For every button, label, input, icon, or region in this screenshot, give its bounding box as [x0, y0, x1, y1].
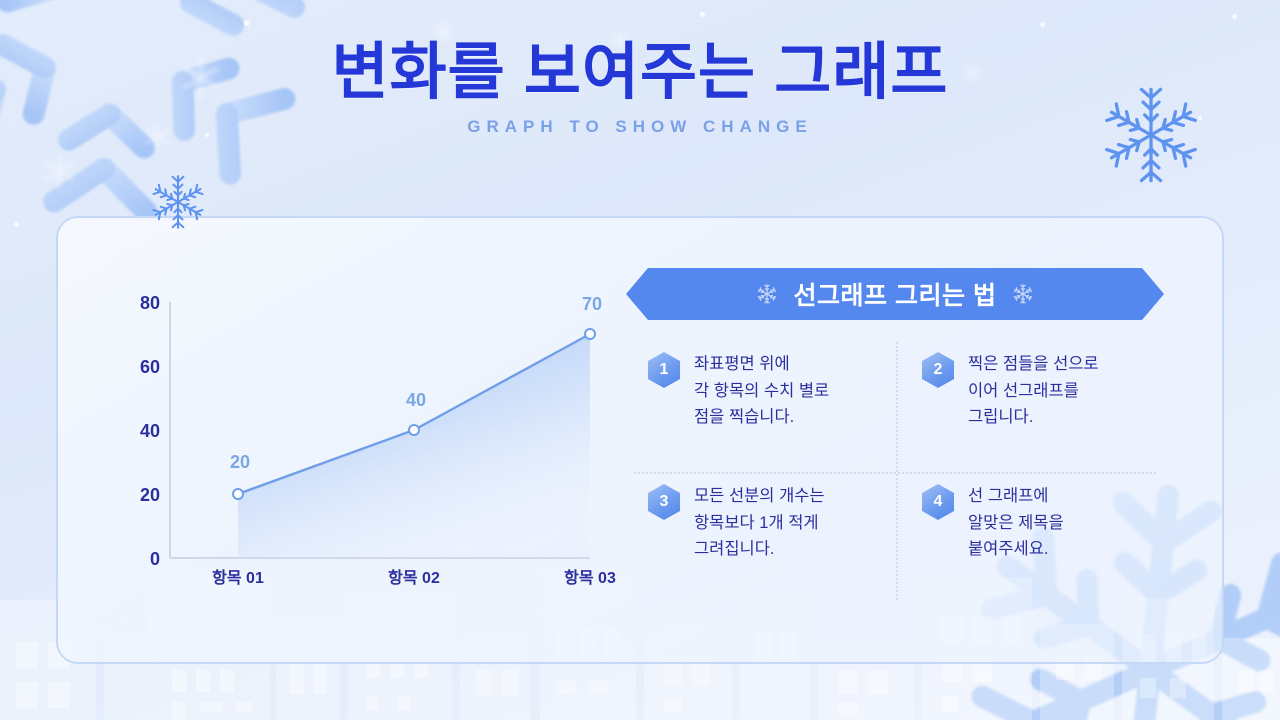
data-point-labels: 20 40 70 [230, 294, 602, 472]
snowflake-icon [756, 284, 777, 304]
horizontal-divider [634, 472, 1156, 474]
steps-grid: 1 좌표평면 위에 각 항목의 수치 별로 점을 찍습니다. 2 찍은 점들을 … [626, 342, 1164, 600]
step-badge-1: 1 [648, 352, 680, 388]
step-text: 선 그래프에 알맞은 제목을 붙여주세요. [968, 487, 1064, 559]
snowflake-mini-icon [44, 153, 74, 189]
line-chart: 80 60 40 20 0 20 40 70 항목 01 [118, 288, 638, 608]
x-tick-label: 항목 01 [212, 568, 264, 587]
step-badge-4: 4 [922, 484, 954, 520]
panel-banner: 선그래프 그리는 법 [626, 268, 1164, 320]
y-tick-label: 60 [140, 357, 160, 377]
data-point [408, 424, 420, 436]
step-item-2: 2 찍은 점들을 선으로 이어 선그래프를 그립니다. [922, 350, 1172, 431]
data-point [232, 488, 244, 500]
page-title: 변화를 보여주는 그래프 [331, 38, 949, 107]
step-item-4: 4 선 그래프에 알맞은 제목을 붙여주세요. [922, 482, 1172, 563]
page-subtitle: GRAPH TO SHOW CHANGE [467, 117, 813, 137]
y-tick-label: 40 [140, 421, 160, 441]
step-text: 좌표평면 위에 각 항목의 수치 별로 점을 찍습니다. [694, 355, 830, 427]
line-chart-svg: 80 60 40 20 0 20 40 70 항목 01 [140, 293, 616, 587]
banner-shape [626, 268, 1164, 320]
vertical-divider [896, 342, 898, 600]
step-item-1: 1 좌표평면 위에 각 항목의 수치 별로 점을 찍습니다. [648, 350, 898, 431]
x-tick-label: 항목 02 [388, 568, 440, 587]
snowflake-icon [1013, 284, 1034, 304]
page-header: 변화를 보여주는 그래프 GRAPH TO SHOW CHANGE [0, 40, 1280, 137]
step-text: 모든 선분의 개수는 항목보다 1개 적게 그려집니다. [694, 487, 825, 559]
area-fill [238, 334, 590, 558]
y-tick-label: 20 [140, 485, 160, 505]
data-point-label: 40 [406, 390, 426, 410]
data-point [584, 328, 596, 340]
step-number: 1 [659, 361, 669, 378]
snow-dot [700, 12, 705, 17]
step-number: 2 [933, 361, 943, 378]
data-point-label: 70 [582, 294, 602, 314]
x-tick-label: 항목 03 [564, 568, 616, 587]
content-card: 80 60 40 20 0 20 40 70 항목 01 [56, 216, 1224, 664]
y-tick-labels: 80 60 40 20 0 [140, 293, 160, 569]
data-point-label: 20 [230, 452, 250, 472]
snow-dot [1232, 14, 1237, 19]
snow-dot [14, 222, 19, 227]
snow-dot [244, 20, 250, 26]
step-text: 찍은 점들을 선으로 이어 선그래프를 그립니다. [968, 355, 1099, 427]
step-badge-3: 3 [648, 484, 680, 520]
snow-dot [1040, 22, 1045, 27]
y-tick-label: 80 [140, 293, 160, 313]
step-number: 4 [933, 493, 943, 510]
x-tick-labels: 항목 01 항목 02 항목 03 [212, 568, 616, 587]
step-number: 3 [659, 493, 669, 510]
y-tick-label: 0 [150, 549, 160, 569]
step-badge-2: 2 [922, 352, 954, 388]
step-item-3: 3 모든 선분의 개수는 항목보다 1개 적게 그려집니다. [648, 482, 898, 563]
instructions-panel: 선그래프 그리는 법 [626, 268, 1186, 628]
banner-title: 선그래프 그리는 법 [793, 282, 997, 310]
